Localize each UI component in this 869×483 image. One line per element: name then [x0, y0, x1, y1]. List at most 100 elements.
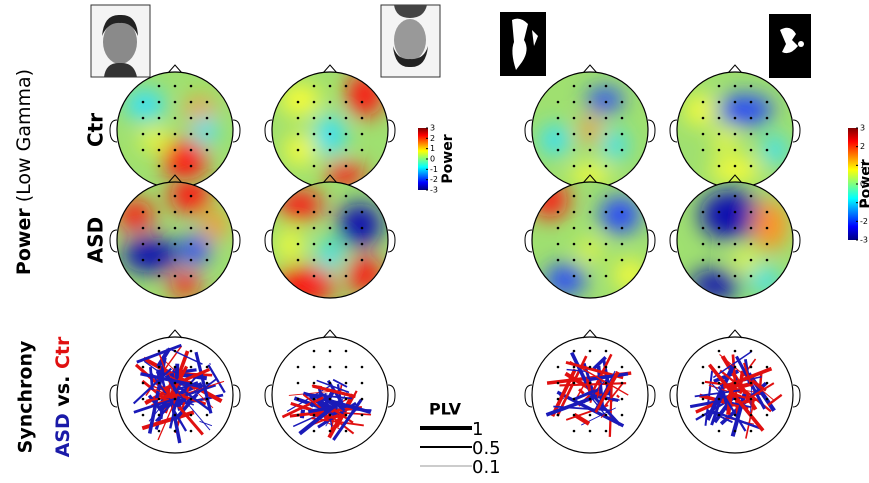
head	[670, 175, 800, 300]
electrode	[174, 85, 177, 88]
electrode	[734, 101, 737, 104]
electrode	[313, 414, 316, 417]
ear	[670, 120, 677, 142]
electrode	[174, 227, 177, 230]
plv-value: 0.5	[472, 438, 501, 459]
electrode	[158, 211, 161, 214]
electrode	[621, 149, 624, 152]
electrode	[142, 366, 145, 369]
electrode	[142, 133, 145, 136]
electrode	[345, 227, 348, 230]
sep: vs.	[52, 376, 74, 407]
electrode	[557, 149, 560, 152]
electrode	[750, 398, 753, 401]
electrode	[702, 382, 705, 385]
electrode	[750, 227, 753, 230]
ear	[793, 230, 800, 252]
topoplots	[110, 65, 800, 453]
blob	[140, 130, 170, 150]
electrode	[313, 211, 316, 214]
electrode	[573, 211, 576, 214]
electrode	[313, 275, 316, 278]
links	[134, 345, 225, 443]
electrode	[573, 227, 576, 230]
link	[343, 413, 371, 415]
electrode	[174, 366, 177, 369]
power-label: Power (Low Gamma)	[13, 69, 35, 275]
electrode	[297, 211, 300, 214]
electrode	[557, 117, 560, 120]
head	[525, 175, 655, 298]
electrode	[190, 85, 193, 88]
electrode	[313, 149, 316, 152]
electrode	[190, 382, 193, 385]
electrode	[573, 382, 576, 385]
colorbar-label: Power	[858, 159, 869, 208]
electrode	[734, 85, 737, 88]
electrode	[557, 398, 560, 401]
electrode	[158, 243, 161, 246]
electrode	[345, 259, 348, 262]
electrode	[174, 350, 177, 353]
electrode	[329, 211, 332, 214]
electrode	[206, 149, 209, 152]
colorbar-tick-label: 2	[430, 134, 435, 143]
plv-legend: PLV 10.50.1	[420, 400, 501, 479]
link	[617, 395, 619, 397]
electrode	[702, 398, 705, 401]
electrode	[142, 117, 145, 120]
electrode	[589, 243, 592, 246]
electrode	[766, 382, 769, 385]
electrode	[313, 117, 316, 120]
electrode	[750, 414, 753, 417]
link	[137, 345, 182, 362]
face-mooney-upright	[500, 12, 546, 76]
electrode	[142, 382, 145, 385]
electrode	[621, 259, 624, 262]
power-band: (Low Gamma)	[13, 69, 35, 202]
electrode	[345, 165, 348, 168]
electrode	[313, 101, 316, 104]
electrode	[361, 243, 364, 246]
electrode	[750, 211, 753, 214]
electrode	[766, 149, 769, 152]
electrode	[313, 133, 316, 136]
electrode	[297, 133, 300, 136]
electrode	[621, 366, 624, 369]
electrode	[734, 350, 737, 353]
map	[677, 182, 793, 300]
electrode	[329, 165, 332, 168]
ear	[670, 230, 677, 252]
electrode	[766, 117, 769, 120]
electrode	[313, 195, 316, 198]
electrode	[190, 195, 193, 198]
electrode	[329, 243, 332, 246]
electrode	[158, 133, 161, 136]
electrode	[702, 243, 705, 246]
electrode	[557, 211, 560, 214]
electrode	[718, 350, 721, 353]
electrode	[297, 101, 300, 104]
electrode	[702, 211, 705, 214]
electrode	[621, 414, 624, 417]
electrode	[557, 382, 560, 385]
ear	[110, 120, 117, 142]
ear	[265, 385, 272, 407]
electrode	[734, 430, 737, 433]
face-inverted	[381, 5, 440, 77]
row-label: ASD	[84, 217, 108, 263]
electrode	[329, 414, 332, 417]
blob	[580, 118, 600, 142]
electrode	[557, 101, 560, 104]
electrode	[297, 227, 300, 230]
electrode	[718, 382, 721, 385]
electrode	[329, 430, 332, 433]
blob	[587, 88, 623, 112]
electrode	[718, 259, 721, 262]
electrode	[718, 430, 721, 433]
group2: Ctr	[52, 336, 74, 369]
electrode	[750, 430, 753, 433]
electrode	[750, 133, 753, 136]
electrode	[702, 149, 705, 152]
electrode	[573, 149, 576, 152]
